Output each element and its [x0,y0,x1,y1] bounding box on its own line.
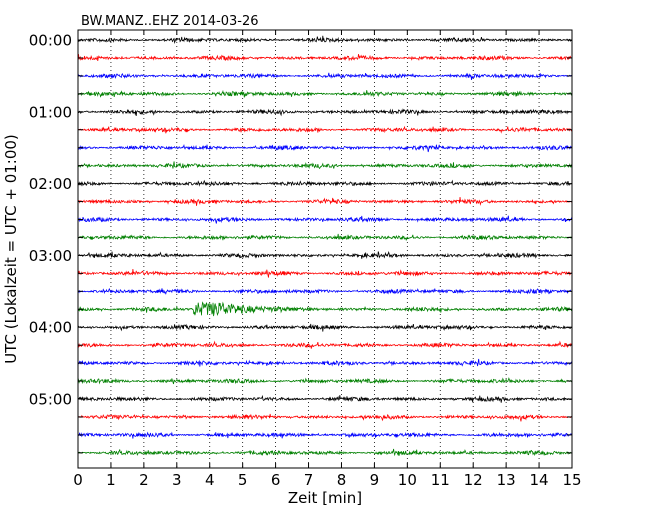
y-tick-label: 00:00 [29,32,72,50]
trace-19 [77,377,573,385]
y-tick-label: 05:00 [29,391,72,409]
x-tick-label: 12 [464,471,483,489]
x-tick-label: 10 [398,471,417,489]
trace-17 [77,340,573,349]
trace-12 [77,250,573,259]
trace-21 [77,413,573,422]
x-tick-label: 8 [337,471,347,489]
trace-10 [77,215,573,224]
trace-9 [77,197,573,206]
chart-title: BW.MANZ..EHZ 2014-03-26 [81,14,259,29]
x-tick-label: 13 [497,471,516,489]
trace-16 [77,323,573,332]
trace-14 [77,287,573,295]
trace-11 [77,233,573,241]
trace-1 [77,54,573,62]
trace-13 [77,268,573,278]
y-axis-label: UTC (Lokalzeit = UTC + 01:00) [2,134,20,364]
x-tick-label: 5 [238,471,248,489]
trace-5 [77,125,573,134]
trace-7 [77,161,573,170]
x-tick-label: 4 [205,471,215,489]
x-tick-label: 7 [304,471,314,489]
y-axis: 00:00 01:00 02:00 03:00 04:00 05:00 [29,32,572,454]
y-tick-label: 02:00 [29,175,72,193]
x-axis: 0 1 2 3 4 5 6 7 8 9 10 11 12 13 14 15 [73,30,582,489]
trace-0 [77,35,573,44]
x-tick-label: 3 [172,471,182,489]
trace-15 [77,301,573,317]
x-tick-label: 9 [370,471,380,489]
y-tick-label: 04:00 [29,319,72,337]
trace-6 [77,144,573,153]
y-tick-label: 03:00 [29,247,72,265]
trace-22 [77,431,573,439]
x-tick-label: 1 [106,471,116,489]
x-tick-label: 11 [431,471,450,489]
trace-20 [77,394,573,403]
trace-3 [77,89,573,98]
x-tick-label: 15 [562,471,581,489]
trace-2 [77,72,573,81]
grid [110,30,540,468]
y-tick-label: 01:00 [29,103,72,121]
x-tick-label: 6 [271,471,281,489]
trace-18 [77,358,573,367]
plot-frame [77,29,573,469]
seismogram-traces [77,35,573,457]
x-axis-label: Zeit [min] [288,489,362,507]
x-tick-label: 0 [73,471,83,489]
x-tick-label: 2 [139,471,149,489]
x-tick-label: 14 [530,471,549,489]
trace-23 [77,448,573,457]
trace-8 [77,179,573,187]
trace-4 [77,108,573,117]
